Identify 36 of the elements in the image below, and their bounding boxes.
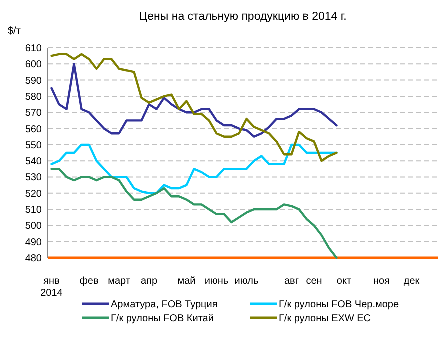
- x-tick-label: июль: [234, 276, 259, 287]
- x-tick-label: дек: [404, 276, 420, 287]
- y-tick-label: 510: [25, 205, 42, 216]
- y-tick-label: 560: [25, 124, 42, 136]
- y-tick-label: 610: [25, 44, 42, 54]
- y-tick-label: 550: [25, 140, 42, 152]
- x-tick-label: июнь: [204, 276, 229, 287]
- x-tick-label: апр: [140, 276, 158, 287]
- line-series: [50, 168, 338, 260]
- x-tick-label: март: [108, 276, 131, 287]
- legend-label: Арматура, FOB Турция: [111, 300, 218, 310]
- line-series: [50, 144, 338, 194]
- y-tick-label: 480: [25, 254, 42, 264]
- y-tick-label: 530: [25, 172, 42, 184]
- line-series: [50, 53, 338, 162]
- legend-label: Г/к рулоны FOB Чер.море: [279, 300, 400, 310]
- line-series: [50, 63, 338, 138]
- legend-label: Г/к рулоны EXW ЕС: [279, 314, 372, 324]
- y-tick-label: 520: [25, 188, 42, 200]
- y-tick-label: 590: [25, 76, 42, 87]
- x-tick-label: май: [178, 276, 196, 287]
- y-tick-label: 580: [25, 92, 42, 103]
- y-axis-title: $/т: [8, 26, 22, 37]
- y-tick-label: 540: [25, 156, 42, 168]
- y-tick-label: 600: [25, 60, 42, 71]
- x-tick-label: авг: [284, 276, 300, 287]
- x-tick-label: окт: [336, 276, 352, 287]
- y-tick-label: 490: [25, 237, 42, 248]
- x-tick-label: ноя: [374, 276, 390, 287]
- x-tick-label: янв 2014: [40, 276, 64, 299]
- x-tick-label: сен: [306, 276, 322, 287]
- x-tick-label: фев: [80, 276, 99, 287]
- y-tick-label: 570: [25, 108, 42, 120]
- legend-label: Г/к рулоны FOB Китай: [111, 314, 214, 324]
- chart-title: Цены на стальную продукцию в 2014 г.: [139, 11, 347, 23]
- y-tick-label: 500: [25, 221, 42, 232]
